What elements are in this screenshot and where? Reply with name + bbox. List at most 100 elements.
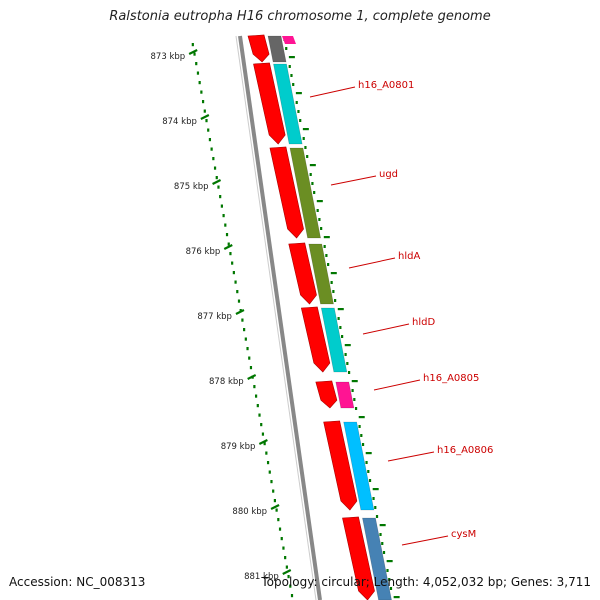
feature-tracks <box>247 34 392 600</box>
scale-dot <box>203 109 206 113</box>
backbone-line <box>238 35 322 600</box>
outer-tick <box>295 101 298 104</box>
outer-tick <box>313 191 316 194</box>
scale-dot <box>234 280 237 284</box>
scale-dot <box>243 328 246 332</box>
leader-line <box>387 451 435 462</box>
scale-dot <box>217 185 220 189</box>
outer-tick <box>297 110 300 113</box>
scale-dot <box>231 261 234 265</box>
scale-dot <box>241 318 244 322</box>
major-tick <box>270 504 280 510</box>
leader-line <box>362 323 410 335</box>
outer-tick <box>295 92 302 95</box>
scale-dot <box>289 584 292 588</box>
leader-line <box>330 175 377 186</box>
cds-arrow <box>315 380 338 409</box>
outer-tick <box>292 83 295 86</box>
gene-label: hldD <box>412 317 435 328</box>
cds-arrow <box>323 420 358 511</box>
scale-dot <box>244 337 247 341</box>
leader-line <box>309 86 356 98</box>
outer-tick <box>344 344 351 347</box>
outer-tick <box>360 434 363 437</box>
gene-bar <box>335 381 355 409</box>
outer-tick <box>309 173 312 176</box>
outer-tick <box>337 308 344 311</box>
major-tick <box>258 439 268 445</box>
scale-dot <box>277 518 280 522</box>
scale-dot <box>195 62 198 66</box>
scale-ticks <box>188 49 292 575</box>
outer-tick <box>351 380 358 383</box>
outer-tick <box>288 56 295 59</box>
scale-dot <box>263 442 266 446</box>
kbp-label: 879 kbp <box>221 442 256 452</box>
outer-tick <box>344 353 347 356</box>
scale-dot <box>225 233 229 237</box>
scale-dot <box>272 489 275 493</box>
scale-labels: 873 kbp 874 kbp 875 kbp 876 kbp 877 kbp 878 k… <box>151 52 279 582</box>
outer-tick <box>323 236 330 239</box>
outer-tick <box>327 263 330 266</box>
outer-tick <box>381 542 384 545</box>
outer-tick <box>365 461 368 464</box>
outer-tick <box>330 272 337 275</box>
scale-dot <box>284 556 287 560</box>
outer-tick <box>393 596 400 599</box>
outer-tick <box>374 506 377 509</box>
map-title: Ralstonia eutropha H16 chromosome 1, com… <box>109 9 491 24</box>
scale-dot <box>215 176 218 180</box>
outer-tick <box>351 389 354 392</box>
gene-bar <box>320 307 348 373</box>
gene-label: hldA <box>398 251 420 262</box>
outer-tick <box>330 281 333 284</box>
outer-tick <box>358 416 365 419</box>
scale-dot <box>265 451 268 455</box>
major-tick <box>247 374 257 380</box>
outer-tick <box>320 227 323 230</box>
scale-dot <box>248 356 251 360</box>
accession-label: Accession: NC_008313 <box>9 575 146 589</box>
scale-dot <box>201 100 205 104</box>
leader-line <box>401 535 449 546</box>
outer-tick <box>316 200 323 203</box>
outer-tick <box>302 137 305 140</box>
scale-dot <box>208 138 212 142</box>
scale-dot <box>198 81 201 85</box>
outer-tick <box>334 299 337 302</box>
scale-dot <box>200 90 203 94</box>
gene-label: h16_A0801 <box>358 80 414 91</box>
gene-label: h16_A0805 <box>423 373 479 384</box>
outer-tick <box>361 443 365 446</box>
outer-tick <box>372 488 379 491</box>
backbone-edge <box>235 35 317 600</box>
scale-dot <box>285 565 288 569</box>
cds-arrow <box>269 146 304 239</box>
gene-bar <box>308 243 334 305</box>
kbp-label: 874 kbp <box>162 117 197 127</box>
outer-tick <box>302 128 309 131</box>
scale-dot <box>246 347 249 351</box>
topology-label: Topology: circular; Length: 4,052,032 bp… <box>261 575 591 589</box>
outer-tick <box>299 119 302 122</box>
scale-dot <box>254 394 258 398</box>
outer-tick <box>309 164 316 167</box>
kbp-label: 878 kbp <box>209 377 244 387</box>
cds-arrow <box>300 306 331 373</box>
major-tick <box>212 179 222 185</box>
cds-arrow <box>253 62 286 145</box>
scale-dot <box>237 299 241 303</box>
outer-tick <box>288 65 291 68</box>
outer-tick <box>368 479 372 482</box>
kbp-label: 880 kbp <box>232 507 267 517</box>
major-tick <box>223 244 233 250</box>
outer-tick <box>306 155 309 158</box>
scale-dot <box>253 385 256 389</box>
scale-dot <box>210 147 213 151</box>
scale-dot <box>191 43 194 47</box>
outer-tick <box>346 362 349 365</box>
outer-tick <box>379 533 382 536</box>
outer-tick <box>311 182 314 185</box>
